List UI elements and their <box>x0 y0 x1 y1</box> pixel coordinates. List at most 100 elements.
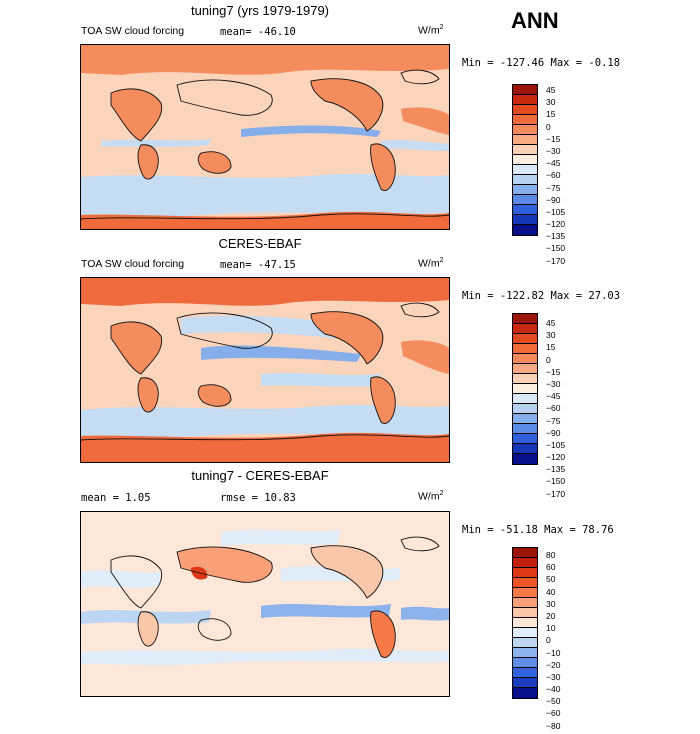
panel2-units: W/m2 <box>418 257 444 270</box>
colorbar-swatch <box>513 558 537 568</box>
panel1-mean: mean= -46.10 <box>220 26 296 38</box>
colorbar-swatch <box>513 374 537 384</box>
colorbar-swatch <box>513 628 537 638</box>
colorbar-swatch <box>513 678 537 688</box>
colorbar-label: −45 <box>546 158 561 169</box>
colorbar-swatch <box>513 115 537 125</box>
colorbar-label: 40 <box>546 586 556 597</box>
colorbar-swatch <box>513 225 537 235</box>
colorbar-swatch <box>513 205 537 215</box>
panel1-colorbar-labels: 45 30 15 0 −15 −30 −45 −60 −75 −90 −105 … <box>546 86 565 269</box>
colorbar-label: −60 <box>546 403 561 414</box>
colorbar-label: −120 <box>546 452 566 463</box>
panel2-map <box>80 277 450 463</box>
colorbar-label: −60 <box>546 170 561 181</box>
colorbar-swatch <box>513 344 537 354</box>
colorbar-label: 30 <box>546 97 556 108</box>
panel3-mean: mean = 1.05 <box>81 492 151 504</box>
colorbar-swatch <box>513 384 537 394</box>
colorbar-swatch <box>513 185 537 195</box>
colorbar-label: −170 <box>546 255 566 266</box>
colorbar-swatch <box>513 354 537 364</box>
colorbar-swatch <box>513 125 537 135</box>
colorbar-label: −50 <box>546 696 561 707</box>
colorbar-label: −20 <box>546 659 561 670</box>
colorbar-swatch <box>513 454 537 464</box>
season-label: ANN <box>511 8 559 33</box>
colorbar-label: −15 <box>546 366 561 377</box>
colorbar-label: 60 <box>546 562 556 573</box>
colorbar-swatch <box>513 444 537 454</box>
colorbar-label: 0 <box>546 121 551 132</box>
panel2-colorbar <box>512 313 538 465</box>
panel1-variable: TOA SW cloud forcing <box>81 25 185 37</box>
colorbar-swatch <box>513 414 537 424</box>
colorbar-swatch <box>513 95 537 105</box>
colorbar-label: −75 <box>546 415 561 426</box>
panel3-units: W/m2 <box>418 490 444 503</box>
colorbar-label: −120 <box>546 219 566 230</box>
colorbar-label: 15 <box>546 342 556 353</box>
panel1-minmax: Min = -127.46 Max = -0.18 <box>462 57 621 69</box>
panel3-minmax: Min = -51.18 Max = 78.76 <box>462 524 614 536</box>
colorbar-swatch <box>513 638 537 648</box>
colorbar-label: 80 <box>546 550 556 560</box>
colorbar-label: 0 <box>546 635 551 646</box>
panel3-rmse: rmse = 10.83 <box>220 492 296 504</box>
colorbar-swatch <box>513 598 537 608</box>
colorbar-label: 0 <box>546 354 551 365</box>
colorbar-label: −135 <box>546 464 566 475</box>
colorbar-label: −150 <box>546 243 566 254</box>
colorbar-label: 30 <box>546 330 556 341</box>
colorbar-label: 30 <box>546 598 556 609</box>
colorbar-swatch <box>513 175 537 185</box>
colorbar-swatch <box>513 688 537 698</box>
colorbar-label: −10 <box>546 647 561 658</box>
panel3-title: tuning7 - CERES-EBAF <box>191 468 329 483</box>
colorbar-label: −15 <box>546 133 561 144</box>
panel1-units: W/m2 <box>418 24 444 37</box>
colorbar-swatch <box>513 324 537 334</box>
colorbar-swatch <box>513 85 537 95</box>
colorbar-swatch <box>513 608 537 618</box>
colorbar-swatch <box>513 145 537 155</box>
colorbar-label: −30 <box>546 145 561 156</box>
colorbar-swatch <box>513 424 537 434</box>
colorbar-label: −170 <box>546 488 566 499</box>
panel2-minmax: Min = -122.82 Max = 27.03 <box>462 290 621 302</box>
colorbar-label: −105 <box>546 439 566 450</box>
colorbar-label: −45 <box>546 391 561 402</box>
panel3-colorbar <box>512 547 538 699</box>
colorbar-label: −90 <box>546 194 561 205</box>
colorbar-label: −150 <box>546 476 566 487</box>
colorbar-label: 15 <box>546 109 556 120</box>
colorbar-swatch <box>513 155 537 165</box>
colorbar-swatch <box>513 165 537 175</box>
colorbar-label: −40 <box>546 684 561 695</box>
colorbar-swatch <box>513 314 537 324</box>
colorbar-label: −105 <box>546 206 566 217</box>
colorbar-swatch <box>513 648 537 658</box>
colorbar-swatch <box>513 568 537 578</box>
colorbar-label: −75 <box>546 182 561 193</box>
colorbar-label: 20 <box>546 610 556 621</box>
colorbar-label: 45 <box>546 318 556 328</box>
colorbar-swatch <box>513 105 537 115</box>
colorbar-swatch <box>513 658 537 668</box>
colorbar-label: −80 <box>546 720 561 731</box>
panel3-colorbar-labels: 80 60 50 40 30 20 10 0 −10 −20 −30 −40 −… <box>546 551 560 734</box>
panel2-title: CERES-EBAF <box>218 236 302 251</box>
colorbar-swatch <box>513 578 537 588</box>
panel1-map <box>80 44 450 230</box>
panel2-variable: TOA SW cloud forcing <box>81 258 185 270</box>
colorbar-label: 45 <box>546 85 556 95</box>
colorbar-swatch <box>513 135 537 145</box>
colorbar-swatch <box>513 394 537 404</box>
colorbar-swatch <box>513 434 537 444</box>
colorbar-swatch <box>513 668 537 678</box>
colorbar-swatch <box>513 588 537 598</box>
colorbar-label: −60 <box>546 708 561 719</box>
colorbar-swatch <box>513 334 537 344</box>
colorbar-swatch <box>513 404 537 414</box>
colorbar-swatch <box>513 195 537 205</box>
